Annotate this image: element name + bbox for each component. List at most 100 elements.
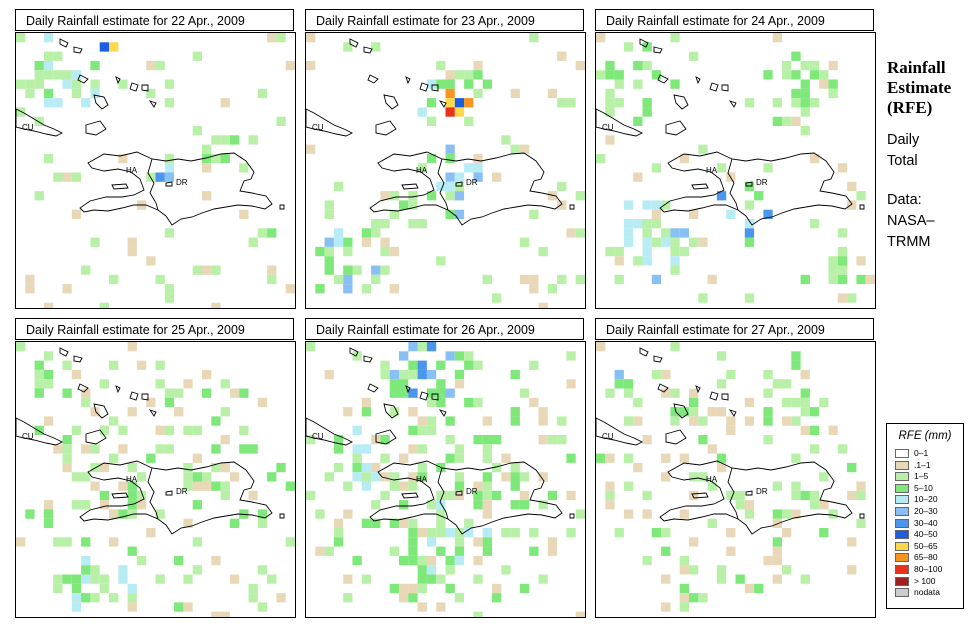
rainfall-cell: [333, 228, 344, 238]
rainfall-cell: [127, 593, 137, 603]
rainfall-cells: [596, 342, 866, 612]
rainfall-cell: [343, 265, 353, 275]
rainfall-cell: [501, 565, 511, 575]
rainfall-cell: [819, 500, 829, 510]
rainfall-cell: [417, 462, 427, 473]
island-coastline: [85, 120, 107, 136]
rainfall-cell: [445, 88, 455, 99]
rainfall-cell: [202, 163, 212, 173]
rainfall-cell: [566, 453, 576, 463]
island-coastline: [279, 204, 285, 210]
rainfall-cell: [34, 116, 44, 126]
rainfall-cell: [445, 153, 455, 164]
rainfall-cell: [557, 98, 567, 108]
rainfall-cell: [445, 144, 455, 154]
rainfall-cell: [361, 284, 372, 294]
rainfall-cell: [220, 481, 230, 491]
rainfall-cell: [501, 453, 511, 463]
rainfall-cell: [389, 284, 399, 294]
rainfall-cell: [43, 70, 54, 80]
rainfall-cell: [772, 546, 782, 556]
legend-item: 65–80: [887, 552, 963, 564]
rainfall-cell: [847, 565, 857, 575]
dominican-republic-label: DR: [466, 487, 478, 496]
rainfall-cell: [155, 274, 165, 285]
rainfall-cell: [698, 293, 708, 303]
hispaniola-coastline: [79, 151, 273, 226]
rainfall-cell: [679, 509, 689, 519]
rainfall-cell: [90, 407, 100, 417]
rainfall-cell: [679, 246, 689, 257]
hispaniola-coastline: [659, 151, 853, 226]
rainfall-cell: [333, 274, 344, 285]
rainfall-cell: [661, 574, 671, 584]
rainfall-cell: [90, 565, 100, 575]
rainfall-cell: [389, 407, 399, 417]
rainfall-cell: [791, 70, 801, 80]
rainfall-cell: [557, 274, 567, 285]
rainfall-cell: [856, 481, 866, 491]
rainfall-cell: [146, 60, 156, 71]
rainfall-cell: [454, 528, 465, 538]
rainfall-panel-3: Daily Rainfall estimate for 24 Apr., 200…: [595, 9, 876, 311]
rainfall-cell: [642, 246, 652, 257]
product-title: Rainfall Estimate (RFE): [887, 58, 951, 118]
rainfall-cell: [146, 397, 156, 408]
rainfall-cell: [596, 342, 606, 352]
rainfall-cell: [315, 284, 325, 294]
rainfall-cell: [670, 388, 680, 398]
rainfall-cell: [726, 425, 736, 435]
rainfall-cell: [333, 462, 344, 473]
rainfall-cell: [426, 555, 437, 566]
rainfall-cell: [772, 555, 782, 566]
rainfall-cell: [726, 546, 736, 556]
island-coastline: [401, 492, 419, 499]
rainfall-cell: [146, 453, 156, 463]
rainfall-cell: [519, 500, 530, 510]
rainfall-cell: [267, 228, 277, 238]
rainfall-cell: [99, 462, 109, 473]
island-coastline: [85, 429, 107, 445]
rainfall-cell: [276, 116, 286, 126]
rainfall-cell: [566, 98, 576, 108]
rainfall-cell: [109, 453, 119, 463]
rainfall-cell: [670, 246, 680, 257]
rainfall-cell: [81, 444, 91, 454]
rainfall-cell: [389, 546, 399, 556]
rainfall-cell: [791, 360, 801, 370]
legend-swatch: [895, 588, 909, 598]
rainfall-cell: [800, 274, 810, 285]
rainfall-cell: [819, 397, 829, 408]
rainfall-cell: [661, 528, 671, 538]
rainfall-cell: [482, 490, 492, 501]
coastlines: [306, 347, 575, 535]
rainfall-cell: [408, 388, 418, 398]
rainfall-cell: [689, 490, 699, 501]
rainfall-cell: [651, 528, 662, 538]
rainfall-cell: [380, 246, 390, 257]
rainfall-cell: [417, 528, 427, 538]
rainfall-cell: [566, 490, 576, 501]
haiti-dr-border: [727, 467, 739, 520]
rainfall-cell: [389, 388, 399, 398]
rainfall-cell: [352, 555, 362, 566]
rainfall-cell: [34, 425, 44, 435]
panel-title: Daily Rainfall estimate for 23 Apr., 200…: [305, 9, 584, 31]
rainfall-cell: [614, 274, 624, 285]
island-coastline: [93, 94, 109, 110]
rainfall-cell: [315, 509, 325, 519]
haiti-dr-border: [727, 158, 739, 211]
panel-title: Daily Rainfall estimate for 22 Apr., 200…: [15, 9, 294, 31]
island-coastline: [569, 513, 575, 519]
rainfall-cell: [417, 555, 427, 566]
rainfall-cell: [633, 416, 643, 426]
rainfall-cell: [445, 583, 455, 594]
rainfall-cell: [426, 416, 437, 426]
rainfall-cell: [399, 500, 409, 510]
rainfall-cell: [547, 191, 558, 201]
rainfall-cell: [164, 425, 175, 435]
rainfall-cell: [417, 602, 427, 612]
rainfall-cell: [454, 379, 465, 389]
rainfall-cell: [62, 79, 72, 89]
data-source-line-1: Data:: [887, 192, 922, 208]
